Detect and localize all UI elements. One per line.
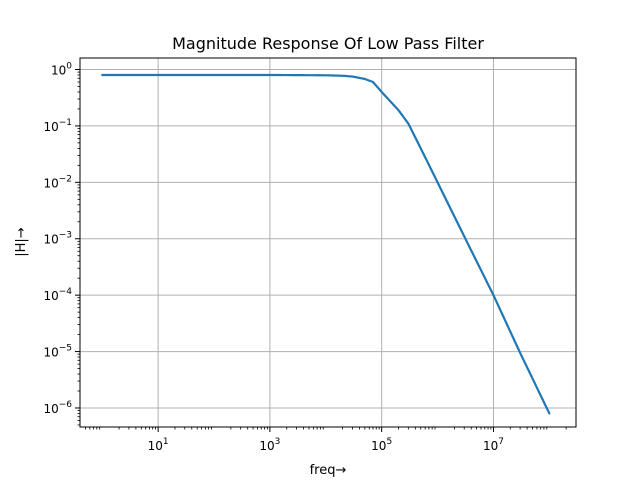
y-tick-label: 100 <box>51 62 72 78</box>
tick-label-exponent: 1 <box>163 437 169 447</box>
data-point <box>351 76 353 78</box>
x-tick-label: 103 <box>259 437 280 453</box>
y-tick-label: 10−1 <box>43 118 72 134</box>
data-point <box>364 78 366 80</box>
tick-label-exponent: −5 <box>59 344 72 354</box>
data-point <box>437 181 439 183</box>
tick-label-exponent: −2 <box>59 174 72 184</box>
tick-label-base: 10 <box>43 289 58 303</box>
series-layer <box>101 73 551 415</box>
tick-label-exponent: −6 <box>59 400 73 410</box>
tick-label-base: 10 <box>43 402 58 416</box>
tick-label-exponent: 3 <box>275 437 281 447</box>
tick-label-base: 10 <box>259 439 274 453</box>
data-point <box>213 74 215 76</box>
y-tick-label: 10−5 <box>43 344 72 360</box>
data-point <box>397 109 399 111</box>
data-point <box>101 74 103 76</box>
data-point <box>325 74 327 76</box>
data-point <box>407 123 409 125</box>
plot-frame <box>79 57 577 428</box>
data-point <box>381 91 383 93</box>
tick-label-exponent: 5 <box>386 437 392 447</box>
data-point <box>342 75 344 77</box>
x-tick-label: 101 <box>148 437 169 453</box>
tick-label-base: 10 <box>43 120 58 134</box>
tick-label-exponent: −1 <box>59 118 72 128</box>
y-tick-label: 10−3 <box>43 231 72 247</box>
tick-label-base: 10 <box>51 64 66 78</box>
grid-layer <box>80 58 576 427</box>
data-point <box>548 412 550 414</box>
data-point <box>420 147 422 149</box>
tick-label-base: 10 <box>148 439 163 453</box>
tick-label-exponent: 7 <box>498 437 504 447</box>
tick-label-base: 10 <box>483 439 498 453</box>
x-tick-label: 107 <box>483 437 504 453</box>
tick-label-base: 10 <box>43 176 58 190</box>
y-tick-label: 10−6 <box>43 400 72 416</box>
x-tick-label: 105 <box>371 437 392 453</box>
chart-title: Magnitude Response Of Low Pass Filter <box>172 34 484 53</box>
y-tick-label: 10−4 <box>43 287 72 303</box>
series-line <box>101 73 551 415</box>
data-point <box>519 352 521 354</box>
data-point <box>269 74 271 76</box>
tick-label-base: 10 <box>371 439 386 453</box>
tick-label-exponent: −3 <box>59 231 72 241</box>
data-point <box>372 81 374 83</box>
y-axis-title: |H|→ <box>14 227 29 257</box>
data-point <box>463 235 465 237</box>
data-point <box>492 294 494 296</box>
tick-label-exponent: 0 <box>66 62 72 72</box>
data-point <box>157 74 159 76</box>
tick-label-exponent: −4 <box>59 287 73 297</box>
x-axis-title: freq→ <box>310 463 347 478</box>
y-tick-label: 10−2 <box>43 174 72 190</box>
tick-label-base: 10 <box>43 346 58 360</box>
tick-label-base: 10 <box>43 233 58 247</box>
